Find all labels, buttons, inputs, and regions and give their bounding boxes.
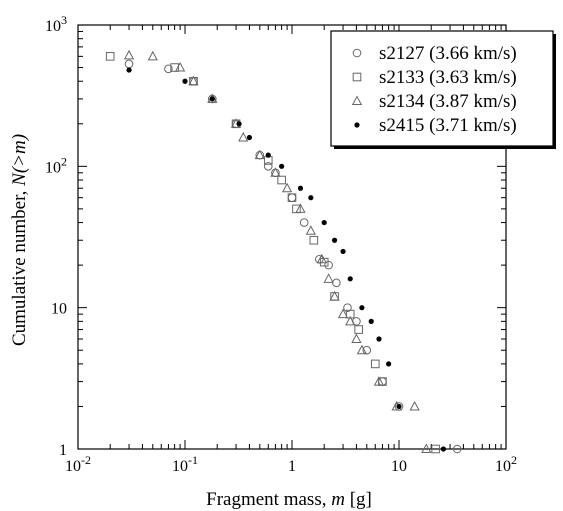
- data-point: [373, 376, 385, 386]
- data-point: [123, 49, 135, 60]
- data-point: [351, 333, 362, 344]
- data-point: [263, 162, 273, 171]
- data-point: [440, 446, 447, 452]
- data-point: [308, 195, 314, 201]
- data-point: [356, 344, 368, 355]
- legend-label: s2133 (3.63 km/s): [379, 67, 517, 88]
- data-point: [299, 218, 309, 227]
- data-point: [409, 400, 420, 411]
- data-point: [246, 134, 253, 141]
- data-point: [188, 75, 199, 86]
- data-point: [329, 290, 340, 301]
- data-point: [316, 253, 327, 264]
- data-point: [279, 163, 285, 169]
- data-point: [331, 237, 338, 243]
- x-axis-label: Fragment mass, m [g]: [206, 489, 372, 510]
- data-point: [105, 52, 115, 61]
- legend-marker: [351, 95, 363, 105]
- x-tick-label: 10-2: [65, 453, 91, 475]
- data-point: [345, 315, 356, 326]
- y-tick-label: 102: [45, 154, 67, 176]
- x-tick-label: 10-1: [172, 453, 198, 475]
- data-point: [343, 303, 352, 312]
- data-point: [147, 50, 158, 61]
- data-point: [354, 325, 363, 334]
- data-point: [238, 131, 249, 142]
- x-tick-label: 10: [391, 458, 407, 475]
- data-point: [396, 403, 402, 410]
- data-point: [287, 193, 297, 202]
- data-point: [340, 248, 346, 255]
- legend-box: [330, 30, 554, 147]
- data-point: [297, 185, 304, 191]
- data-point: [277, 175, 286, 185]
- data-point: [287, 193, 297, 202]
- legend-marker: [352, 72, 362, 82]
- data-point: [170, 63, 179, 72]
- data-point: [182, 78, 188, 84]
- x-tick-label: 1: [288, 458, 296, 475]
- data-point: [376, 336, 382, 342]
- axis-ticks: 10-2 10-1 1 10 102 1 10 102 103: [45, 13, 517, 475]
- data-point: [368, 318, 374, 324]
- series-4: [126, 67, 447, 452]
- data-point: [254, 149, 265, 160]
- data-point: [309, 235, 319, 245]
- data-point: [270, 167, 281, 177]
- data-point: [431, 444, 440, 454]
- data-point: [281, 182, 293, 193]
- y-axis-label: Cumulative number, N(>m): [9, 134, 30, 346]
- data-point: [236, 121, 242, 127]
- data-point: [345, 309, 355, 319]
- data-point: [126, 67, 132, 73]
- legend-marker: [352, 48, 362, 58]
- data-point: [323, 273, 334, 283]
- data-point: [370, 359, 380, 369]
- data-point: [124, 59, 134, 69]
- data-point: [421, 443, 432, 453]
- y-tick-label: 10: [51, 301, 67, 318]
- legend-label: s2134 (3.87 km/s): [379, 91, 517, 112]
- data-point: [305, 225, 316, 235]
- data-point: [164, 64, 173, 74]
- data-point: [265, 152, 271, 158]
- legend: s2127 (3.66 km/s) s2133 (3.63 km/s) s2134 …: [330, 30, 556, 149]
- data-point: [386, 361, 392, 367]
- data-point: [321, 219, 327, 226]
- y-tick-label: 1: [59, 442, 67, 459]
- data-point: [174, 61, 186, 72]
- data-point: [295, 203, 306, 213]
- legend-label: s2127 (3.66 km/s): [379, 43, 517, 64]
- data-point: [452, 444, 462, 454]
- y-tick-label: 103: [45, 13, 67, 35]
- data-point: [324, 260, 333, 270]
- legend-label: s2415 (3.71 km/s): [379, 115, 517, 136]
- x-tick-label: 102: [495, 453, 517, 475]
- data-point: [359, 305, 365, 311]
- data-point: [347, 276, 353, 282]
- data-point: [209, 96, 215, 102]
- legend-marker: [354, 122, 360, 128]
- data-point: [337, 308, 349, 319]
- data-points: [105, 49, 462, 454]
- series-3: [123, 49, 432, 453]
